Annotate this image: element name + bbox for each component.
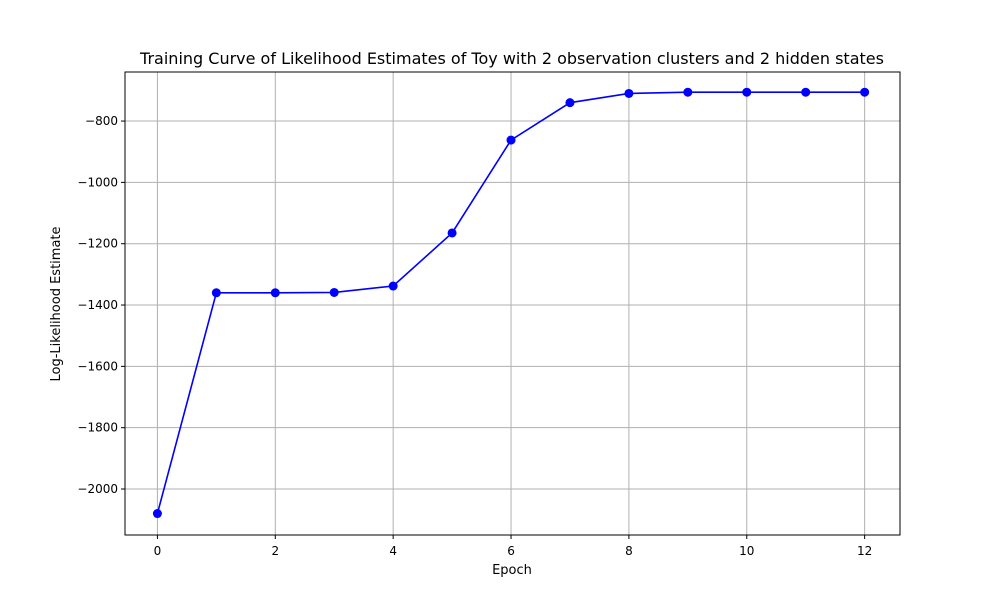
x-axis-label: Epoch (492, 563, 532, 578)
y-tick-label: −1400 (77, 298, 118, 312)
x-tick-label: 8 (625, 544, 633, 558)
y-tick-label: −1000 (77, 175, 118, 189)
y-axis: −2000 −1800 −1600 −1400 −1200 −1000 −800 (77, 114, 125, 496)
data-point (683, 87, 693, 97)
x-tick-label: 4 (389, 544, 397, 558)
y-tick-label: −800 (85, 114, 118, 128)
y-tick-label: −1800 (77, 421, 118, 435)
data-point (329, 287, 339, 297)
y-tick-label: −2000 (77, 482, 118, 496)
x-tick-label: 0 (154, 544, 162, 558)
plot-frame (124, 71, 901, 536)
data-point (801, 87, 811, 97)
x-tick-label: 6 (507, 544, 515, 558)
data-point (270, 288, 280, 298)
grid (125, 72, 900, 535)
x-tick-label: 2 (271, 544, 279, 558)
data-point (447, 228, 457, 238)
data-point (506, 135, 516, 145)
x-axis: 0 2 4 6 8 10 12 (154, 535, 872, 558)
chart-title: Training Curve of Likelihood Estimates o… (139, 49, 884, 68)
data-point (388, 281, 398, 291)
x-tick-label: 12 (857, 544, 872, 558)
data-point (624, 88, 634, 98)
y-tick-label: −1200 (77, 237, 118, 251)
y-tick-label: −1600 (77, 359, 118, 373)
y-axis-label: Log-Likelihood Estimate (49, 226, 64, 381)
x-tick-label: 10 (739, 544, 754, 558)
series-layer (152, 87, 870, 519)
data-point (152, 509, 162, 519)
data-point (565, 98, 575, 108)
data-point (211, 288, 221, 298)
data-point (742, 87, 752, 97)
data-point (860, 87, 870, 97)
